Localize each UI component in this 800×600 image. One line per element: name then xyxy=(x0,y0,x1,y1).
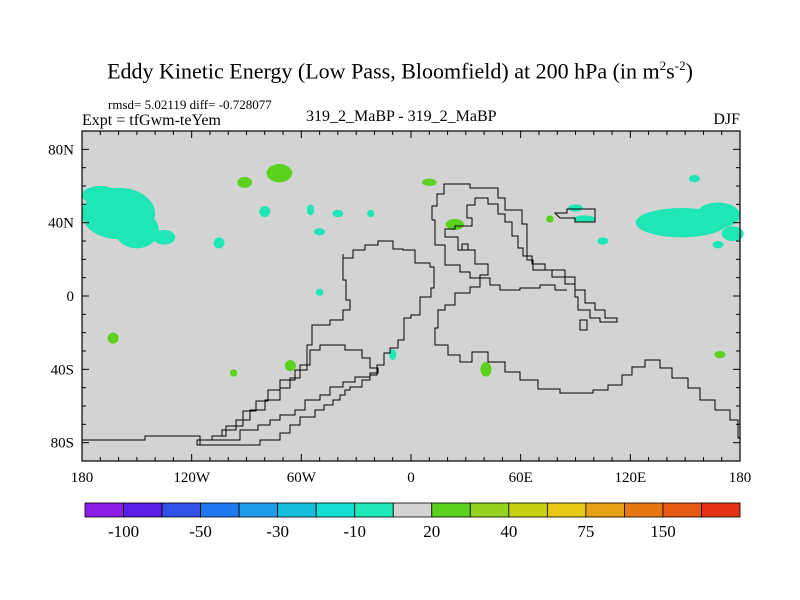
anomaly-region-25 xyxy=(284,360,296,372)
colorbar-label-2: -30 xyxy=(266,522,289,541)
anomaly-region-11 xyxy=(573,215,596,223)
colorbar-swatch-3 xyxy=(200,502,240,518)
colorbar-swatch-16 xyxy=(701,502,741,518)
colorbar-swatch-14 xyxy=(624,502,664,518)
map-background xyxy=(82,131,740,461)
anomaly-region-6 xyxy=(306,204,315,216)
anomaly-region-26 xyxy=(230,369,238,377)
title-text: Eddy Kinetic Energy (Low Pass, Bloomfiel… xyxy=(107,58,660,84)
anomaly-region-5 xyxy=(259,206,271,218)
anomaly-region-2 xyxy=(82,186,119,205)
anomaly-region-13 xyxy=(597,237,609,245)
colorbar-label-7: 150 xyxy=(650,522,676,541)
colorbar-swatch-13 xyxy=(585,502,625,518)
colorbar-swatch-12 xyxy=(546,502,587,518)
anomaly-region-4 xyxy=(213,237,225,249)
coastline-europe-north xyxy=(432,219,567,291)
title-end: ) xyxy=(685,58,693,84)
colorbar-swatch-4 xyxy=(238,502,279,518)
anomaly-region-16 xyxy=(721,226,744,242)
anomaly-region-10 xyxy=(389,349,397,361)
colorbar-swatch-7 xyxy=(354,502,394,518)
colorbar-swatch-11 xyxy=(508,502,548,518)
colorbar-label-3: -10 xyxy=(343,522,366,541)
anomaly-region-27 xyxy=(480,362,492,377)
anomaly-region-20 xyxy=(237,176,252,188)
anomaly-region-7 xyxy=(332,209,344,218)
colorbar-label-5: 40 xyxy=(500,522,517,541)
map-plot-area xyxy=(82,131,740,461)
coastline-antarctica xyxy=(82,435,212,446)
colorbar: -100 -50 -30 -10 20 40 75 150 xyxy=(84,502,741,541)
title-sup1: 2 xyxy=(659,58,667,73)
colorbar-swatch-2 xyxy=(161,502,201,518)
anomaly-region-8 xyxy=(314,228,326,236)
x-tick-label-5: 120E xyxy=(614,470,646,486)
coastline-asia-box xyxy=(553,208,596,223)
y-tick-label-0: 80N xyxy=(48,142,74,158)
anomaly-region-12 xyxy=(568,204,583,212)
stats-label: rmsd= 5.02119 diff= -0.728077 xyxy=(108,97,272,112)
colorbar-swatch-5 xyxy=(277,502,317,518)
anomaly-region-9 xyxy=(315,288,324,297)
anomaly-region-15 xyxy=(696,202,740,229)
anomaly-region-24 xyxy=(107,332,119,344)
anomaly-region-21 xyxy=(266,164,293,183)
colorbar-label-4: 20 xyxy=(423,522,440,541)
anomaly-region-19 xyxy=(367,209,375,218)
anomaly-region-3 xyxy=(153,230,176,245)
case-label: 319_2_MaBP - 319_2_MaBP xyxy=(306,108,497,125)
title-sup2: -2 xyxy=(674,58,686,73)
anomaly-region-17 xyxy=(712,241,724,249)
colorbar-swatch-6 xyxy=(315,502,356,518)
anomaly-region-23 xyxy=(445,219,465,230)
coastline-eurasia-africa xyxy=(431,183,740,439)
colorbar-label-0: -100 xyxy=(108,522,139,541)
x-tick-label-0: 180 xyxy=(71,470,94,486)
chart-title: Eddy Kinetic Energy (Low Pass, Bloomfiel… xyxy=(0,58,800,84)
anomaly-regions xyxy=(82,164,744,377)
y-tick-label-1: 40N xyxy=(48,216,74,232)
colorbar-swatch-8 xyxy=(392,502,433,518)
coastline-island xyxy=(579,319,588,331)
colorbar-label-6: 75 xyxy=(577,522,594,541)
season-label: DJF xyxy=(713,111,740,128)
x-tick-label-3: 0 xyxy=(407,470,415,486)
coastlines xyxy=(82,183,740,446)
anomaly-region-1 xyxy=(114,211,159,249)
y-tick-label-3: 40S xyxy=(51,362,74,378)
x-tick-label-2: 60W xyxy=(287,470,317,486)
x-tick-label-4: 60E xyxy=(509,470,533,486)
anomaly-region-29 xyxy=(546,215,554,223)
colorbar-label-1: -50 xyxy=(189,522,212,541)
x-tick-label-1: 120W xyxy=(173,470,211,486)
coastline-patagonia xyxy=(211,344,379,441)
colorbar-swatch-0 xyxy=(84,502,124,518)
anomaly-region-28 xyxy=(714,351,726,359)
coastline-americas xyxy=(196,240,435,446)
colorbar-swatch-15 xyxy=(662,502,702,518)
anomaly-region-18 xyxy=(688,175,700,183)
experiment-label: Expt = tfGwm-teYem xyxy=(82,112,221,129)
title-unit-mid: s xyxy=(666,58,675,84)
colorbar-swatch-10 xyxy=(469,502,510,518)
axes: 180 120W 60W 0 60E 120E 180 80N 40N 0 40S 80S xyxy=(48,130,752,486)
anomaly-region-22 xyxy=(421,178,437,186)
colorbar-swatch-1 xyxy=(123,502,163,518)
coastline-small xyxy=(461,243,469,251)
y-tick-label-4: 80S xyxy=(51,436,74,452)
y-tick-label-2: 0 xyxy=(67,289,75,305)
x-tick-label-6: 180 xyxy=(729,470,752,486)
colorbar-swatch-9 xyxy=(431,502,471,518)
